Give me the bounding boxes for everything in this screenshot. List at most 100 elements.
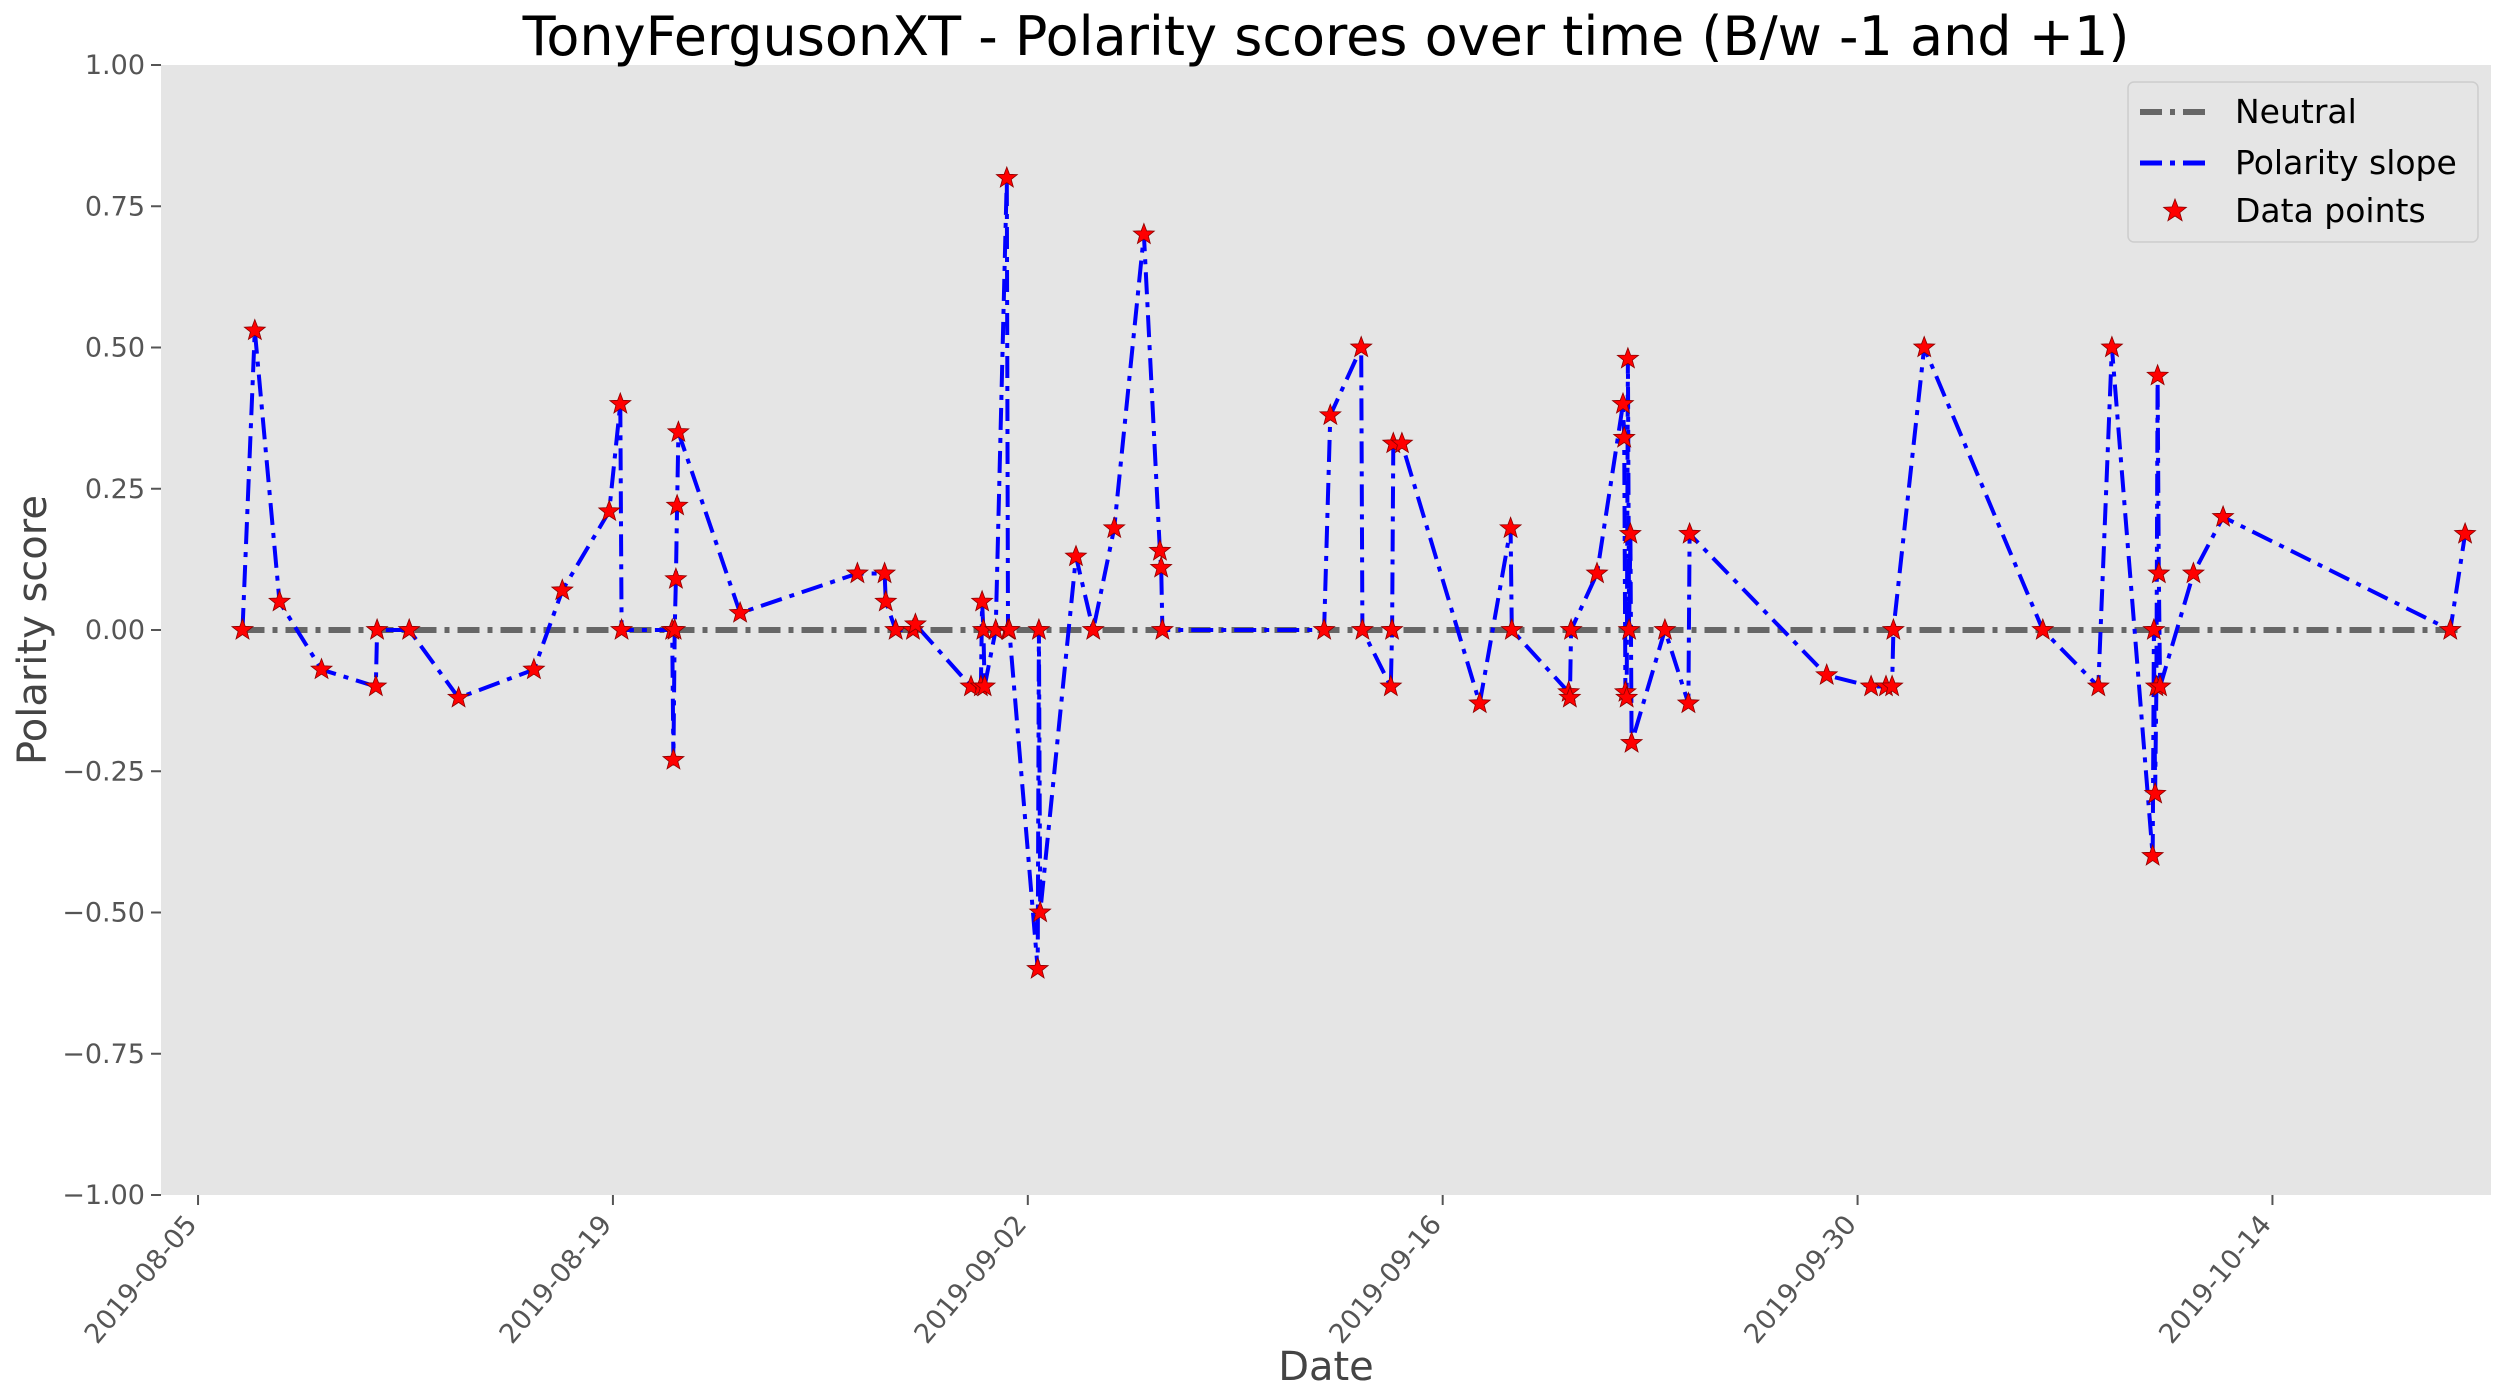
data-point xyxy=(230,617,255,640)
y-tick-label: −0.25 xyxy=(62,756,145,787)
data-point xyxy=(665,493,689,516)
chart-title: TonyFergusonXT - Polarity scores over ti… xyxy=(522,5,2130,68)
data-point xyxy=(243,318,267,341)
x-axis-label: Date xyxy=(1278,1344,1374,1390)
x-tick-label: 2019-08-05 xyxy=(79,1210,204,1350)
data-point xyxy=(1349,335,1373,358)
data-point xyxy=(1150,617,1175,640)
data-point xyxy=(365,617,389,640)
data-point xyxy=(2453,521,2477,544)
data-point xyxy=(2211,504,2235,527)
data-points-layer xyxy=(230,165,2477,979)
data-point xyxy=(1611,391,1635,414)
legend-label-polarity-slope: Polarity slope xyxy=(2235,143,2457,182)
x-tick-label: 2019-08-19 xyxy=(494,1210,619,1350)
data-point xyxy=(1390,431,1414,454)
data-point xyxy=(1102,516,1126,539)
data-point xyxy=(1500,617,1524,640)
data-point xyxy=(310,657,334,680)
data-point xyxy=(268,589,292,612)
data-point xyxy=(2181,561,2206,584)
data-point xyxy=(446,685,471,708)
data-point xyxy=(609,617,634,640)
data-point xyxy=(872,561,897,584)
data-point xyxy=(397,617,421,640)
data-point xyxy=(1676,691,1700,714)
data-point xyxy=(1027,617,1051,640)
data-point xyxy=(2141,843,2165,866)
x-tick-label: 2019-09-02 xyxy=(909,1210,1034,1350)
data-point xyxy=(970,589,994,612)
data-point xyxy=(2142,617,2166,640)
data-point xyxy=(1585,561,1609,584)
data-point xyxy=(1028,900,1052,923)
data-point xyxy=(2438,617,2462,640)
data-point xyxy=(1312,617,1336,640)
data-point xyxy=(1881,617,1905,640)
y-tick-label: −1.00 xyxy=(62,1180,145,1211)
data-point xyxy=(728,600,752,623)
legend: Neutral Polarity slope Data points xyxy=(2127,81,2479,243)
legend-box xyxy=(2127,81,2479,243)
data-point xyxy=(1558,685,1582,708)
data-point xyxy=(2031,617,2055,640)
data-point xyxy=(874,589,898,612)
data-point xyxy=(1617,617,1641,640)
x-tick-label: 2019-09-30 xyxy=(1738,1210,1863,1350)
data-point xyxy=(1498,516,1523,539)
y-tick-label: 0.75 xyxy=(85,191,145,222)
data-point xyxy=(1618,521,1642,544)
legend-star-marker xyxy=(2162,197,2188,222)
data-point xyxy=(1149,555,1173,578)
data-point xyxy=(664,566,688,589)
data-point xyxy=(2143,781,2167,804)
data-point xyxy=(364,674,388,697)
legend-label-data-points: Data points xyxy=(2235,191,2426,230)
data-point xyxy=(663,617,687,640)
data-point xyxy=(1619,730,1644,753)
legend-swatch-data-points xyxy=(2162,197,2188,222)
data-point xyxy=(1148,538,1172,561)
data-point xyxy=(1026,956,1050,979)
data-point xyxy=(2147,561,2171,584)
data-point xyxy=(1380,617,1404,640)
x-tick-label: 2019-09-16 xyxy=(1323,1210,1448,1350)
data-point xyxy=(995,165,1019,188)
data-point xyxy=(1616,346,1640,369)
data-point xyxy=(2146,363,2170,386)
data-point xyxy=(903,612,927,635)
y-axis-label: Polarity score xyxy=(10,495,56,765)
data-point xyxy=(522,657,546,680)
data-point xyxy=(1081,617,1105,640)
x-axis-ticks: 2019-08-05 2019-08-19 2019-09-02 2019-09-16… xyxy=(79,1195,2278,1350)
data-point xyxy=(1468,691,1492,714)
data-point xyxy=(1350,617,1375,640)
data-point xyxy=(1064,544,1088,567)
y-tick-label: 0.50 xyxy=(85,333,145,364)
data-point xyxy=(1678,521,1702,544)
data-point xyxy=(608,391,632,414)
data-point xyxy=(997,617,1021,640)
y-axis-ticks: −1.00 −0.75 −0.50 −0.25 0.00 0.25 0.50 0.75 1.00 xyxy=(62,50,161,1211)
legend-label-neutral: Neutral xyxy=(2235,92,2357,131)
data-point xyxy=(2100,335,2124,358)
y-tick-label: −0.50 xyxy=(62,898,145,929)
data-point xyxy=(1132,222,1156,245)
data-point xyxy=(1912,335,1936,358)
data-point xyxy=(2086,674,2110,697)
data-point xyxy=(1379,674,1403,697)
x-tick-label: 2019-10-14 xyxy=(2153,1210,2278,1350)
data-point xyxy=(1612,425,1636,448)
data-point xyxy=(1615,685,1639,708)
data-point xyxy=(2148,674,2172,697)
data-point xyxy=(666,420,690,443)
y-tick-label: 0.00 xyxy=(85,615,145,646)
data-point xyxy=(597,499,621,522)
data-point xyxy=(972,674,997,697)
data-point xyxy=(1815,663,1839,686)
y-tick-label: 0.25 xyxy=(85,474,145,505)
data-point xyxy=(661,747,685,770)
data-point xyxy=(550,578,574,601)
